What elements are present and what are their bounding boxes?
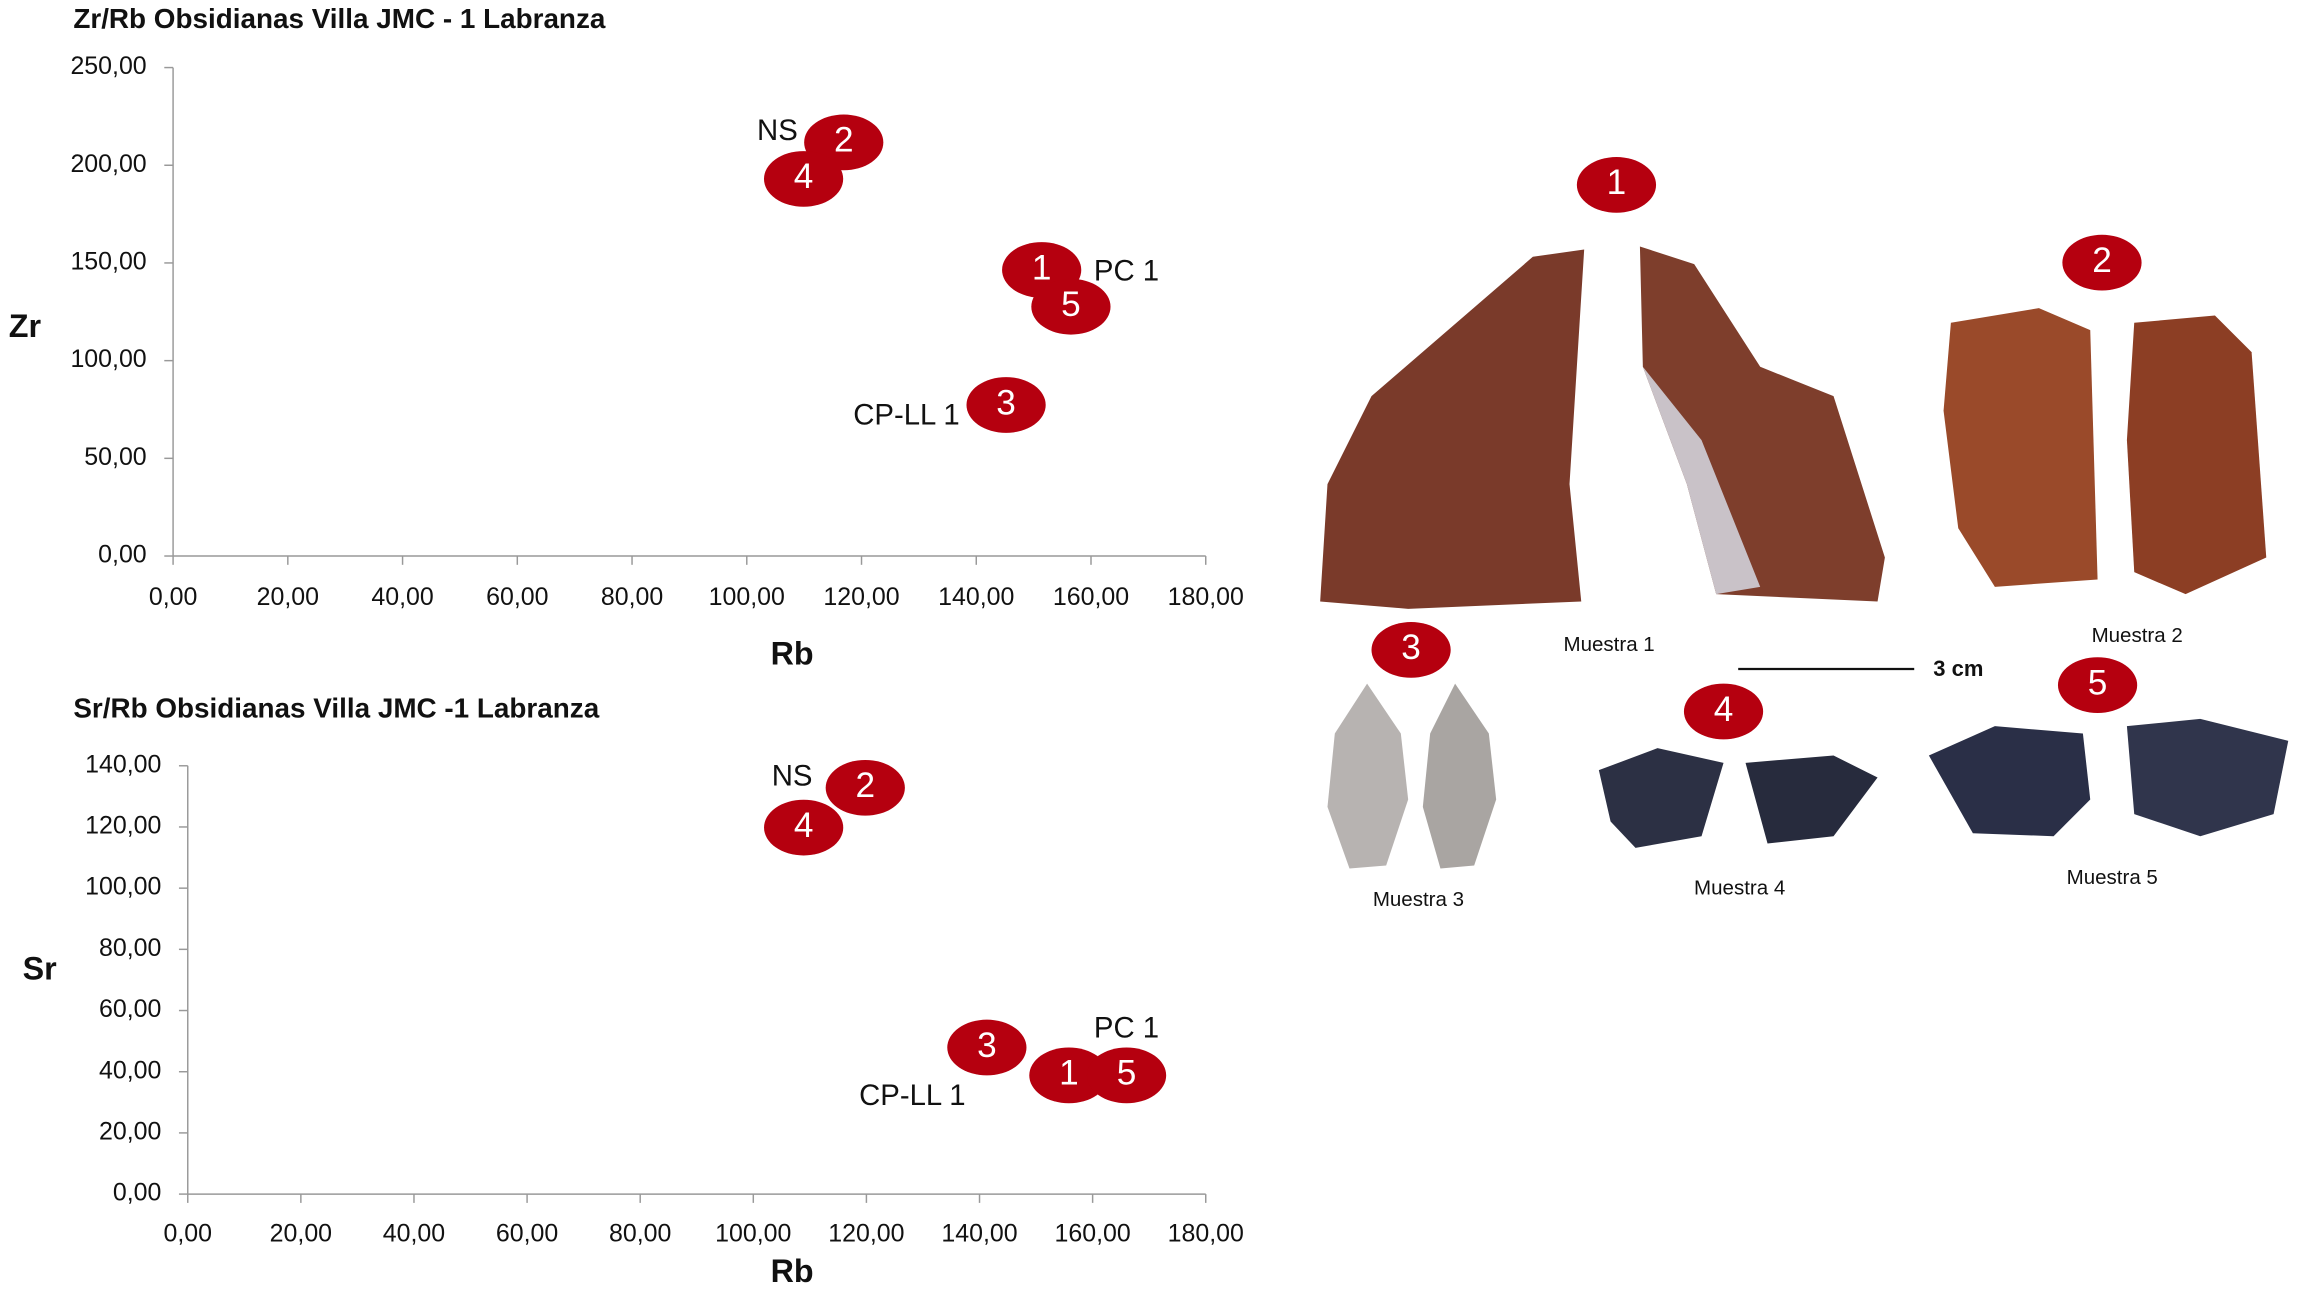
x-tick-label: 100,00	[709, 583, 785, 611]
point-label: 2	[855, 766, 875, 805]
x-tick-label: 180,00	[1168, 1220, 1244, 1248]
point-label: 4	[794, 157, 814, 196]
x-tick-label: 160,00	[1055, 1220, 1131, 1248]
annotation: CP-LL 1	[859, 1079, 966, 1112]
point-label: 5	[1061, 285, 1081, 324]
caption: Muestra 5	[2067, 866, 2158, 889]
badge-label: 1	[1607, 163, 1627, 202]
badge-label: 5	[2088, 663, 2108, 702]
sample-5a	[1928, 726, 2091, 837]
x-tick-label: 100,00	[715, 1220, 791, 1248]
annotation: CP-LL 1	[853, 398, 960, 431]
x-tick-label: 20,00	[270, 1220, 332, 1248]
y-tick-label: 0,00	[113, 1179, 162, 1207]
chart-title: Zr/Rb Obsidianas Villa JMC - 1 Labranza	[73, 3, 606, 34]
x-axis-title: Rb	[771, 1253, 814, 1289]
sample-1b-edge	[1642, 366, 1761, 595]
x-tick-label: 80,00	[601, 583, 663, 611]
chart-title: Sr/Rb Obsidianas Villa JMC -1 Labranza	[73, 692, 599, 723]
point	[947, 1019, 1027, 1076]
y-tick-label: 80,00	[99, 934, 161, 962]
scale-label: 3 cm	[1933, 656, 1983, 681]
x-tick-label: 40,00	[371, 583, 433, 611]
y-tick-label: 40,00	[99, 1056, 161, 1084]
caption: Muestra 3	[1373, 888, 1464, 911]
y-tick-label: 140,00	[85, 750, 161, 778]
caption: Muestra 4	[1694, 876, 1785, 899]
x-tick-label: 160,00	[1053, 583, 1129, 611]
annotation: PC 1	[1094, 1012, 1159, 1045]
point	[1031, 278, 1111, 335]
x-tick-label: 120,00	[828, 1220, 904, 1248]
x-axis-title: Rb	[771, 635, 814, 671]
sample-3a	[1327, 683, 1409, 869]
x-tick-label: 20,00	[257, 583, 319, 611]
y-tick-label: 100,00	[85, 873, 161, 901]
point	[1029, 1047, 1109, 1104]
badge-label: 4	[1714, 690, 1734, 729]
y-tick-label: 60,00	[99, 995, 161, 1023]
annotation: NS	[757, 114, 798, 147]
sample-4b	[1745, 755, 1878, 844]
badge	[1371, 622, 1451, 678]
badge	[1683, 683, 1764, 740]
y-axis-title: Sr	[23, 951, 58, 987]
y-axis-title: Zr	[9, 308, 42, 344]
x-tick-label: 140,00	[941, 1220, 1017, 1248]
point	[825, 759, 905, 816]
caption: Muestra 1	[1564, 633, 1655, 656]
sample-2a	[1943, 308, 2098, 587]
x-tick-label: 0,00	[149, 583, 198, 611]
sample-4a	[1598, 748, 1724, 848]
y-tick-label: 150,00	[70, 248, 146, 276]
x-tick-label: 40,00	[383, 1220, 445, 1248]
y-tick-label: 120,00	[85, 812, 161, 840]
point-label: 5	[1117, 1054, 1137, 1093]
point-label: 1	[1032, 248, 1052, 287]
point-label: 4	[794, 806, 814, 845]
caption: Muestra 2	[2092, 624, 2183, 647]
badge-label: 3	[1401, 628, 1421, 667]
point	[966, 377, 1046, 433]
point	[1086, 1047, 1167, 1104]
y-tick-label: 20,00	[99, 1117, 161, 1145]
badge	[2057, 657, 2138, 713]
badge	[1576, 157, 1657, 213]
point	[763, 151, 844, 207]
point-label: 1	[1059, 1054, 1079, 1093]
y-tick-label: 50,00	[84, 443, 146, 471]
y-tick-label: 250,00	[70, 52, 146, 80]
y-tick-label: 100,00	[70, 345, 146, 373]
point-label: 2	[834, 121, 854, 160]
x-tick-label: 0,00	[163, 1220, 212, 1248]
point-label: 3	[996, 383, 1016, 422]
badge	[2062, 234, 2142, 291]
badge-label: 2	[2092, 241, 2112, 280]
point	[764, 799, 844, 856]
sample-1a	[1320, 249, 1585, 609]
photo-panel: 3 cm 1 2 3 4 5 Muestra 1 Muestra 2 Muest…	[1320, 157, 2289, 911]
point-label: 3	[977, 1026, 997, 1065]
x-tick-label: 180,00	[1168, 583, 1244, 611]
y-tick-label: 200,00	[70, 150, 146, 178]
x-tick-label: 60,00	[486, 583, 548, 611]
x-tick-label: 80,00	[609, 1220, 671, 1248]
x-tick-label: 60,00	[496, 1220, 558, 1248]
annotation: PC 1	[1094, 255, 1159, 288]
y-tick-label: 0,00	[98, 541, 147, 569]
annotation: NS	[772, 759, 813, 792]
x-tick-label: 120,00	[823, 583, 899, 611]
x-tick-label: 140,00	[938, 583, 1014, 611]
sample-5b	[2126, 718, 2289, 837]
sample-2b	[2126, 315, 2267, 595]
sample-3b	[1422, 683, 1497, 869]
